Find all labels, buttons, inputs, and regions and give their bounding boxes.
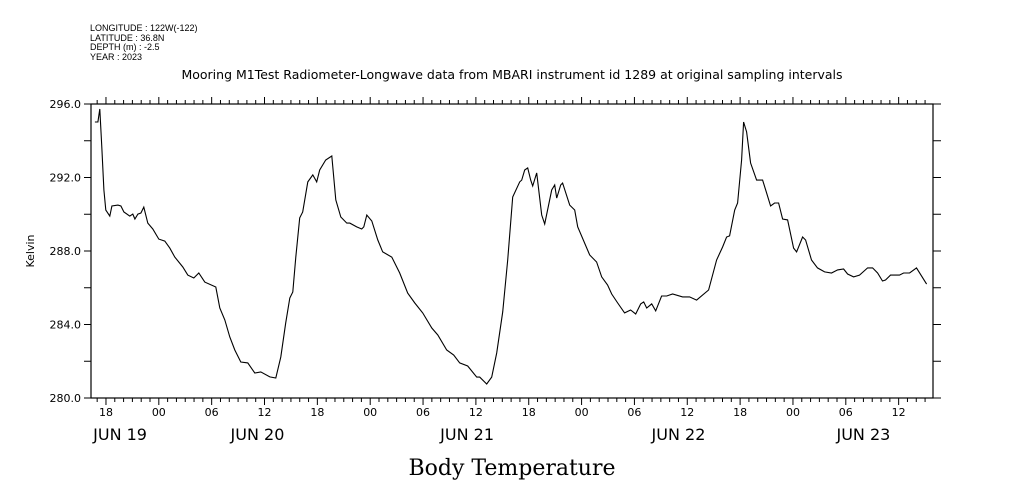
x-day-label: JUN 19: [92, 425, 147, 444]
x-day-label: JUN 23: [835, 425, 890, 444]
x-tick-label: 12: [892, 406, 906, 419]
x-tick-label: 18: [522, 406, 536, 419]
x-day-label: JUN 22: [651, 425, 706, 444]
x-tick-label: 18: [99, 406, 113, 419]
x-tick-label: 00: [575, 406, 589, 419]
y-tick-label: 280.0: [50, 392, 82, 405]
x-tick-label: 00: [152, 406, 166, 419]
x-tick-label: 06: [839, 406, 853, 419]
plot-frame: [90, 103, 934, 399]
axes: 18 00 06 12 18 00 06 12 18 00 06 12 18 00 06 12 JUN 19 JU…: [50, 97, 941, 444]
x-tick-label: 12: [680, 406, 694, 419]
series-line: [94, 108, 928, 385]
x-day-label: JUN 21: [439, 425, 494, 444]
x-tick-label: 00: [786, 406, 800, 419]
meta-longitude: LONGITUDE : 122W(-122): [90, 23, 198, 33]
meta-year: YEAR : 2023: [90, 52, 142, 62]
x-day-label: JUN 20: [230, 425, 285, 444]
y-axis-label: Kelvin: [24, 234, 37, 267]
chart-title: Mooring M1Test Radiometer-Longwave data …: [181, 67, 842, 82]
x-tick-label: 00: [363, 406, 377, 419]
meta-depth: DEPTH (m) : -2.5: [90, 42, 160, 52]
meta-latitude: LATITUDE : 36.8N: [90, 33, 164, 43]
x-tick-label: 06: [416, 406, 430, 419]
y-tick-label: 284.0: [50, 319, 82, 332]
x-tick-label: 12: [258, 406, 272, 419]
y-tick-label: 296.0: [50, 98, 82, 111]
x-axis-label: Body Temperature: [408, 456, 615, 481]
x-tick-label: 06: [627, 406, 641, 419]
x-tick-label: 12: [469, 406, 483, 419]
x-tick-label: 18: [310, 406, 324, 419]
y-tick-label: 288.0: [50, 245, 82, 258]
y-tick-label: 292.0: [50, 172, 82, 185]
x-tick-label: 18: [733, 406, 747, 419]
x-tick-label: 06: [205, 406, 219, 419]
